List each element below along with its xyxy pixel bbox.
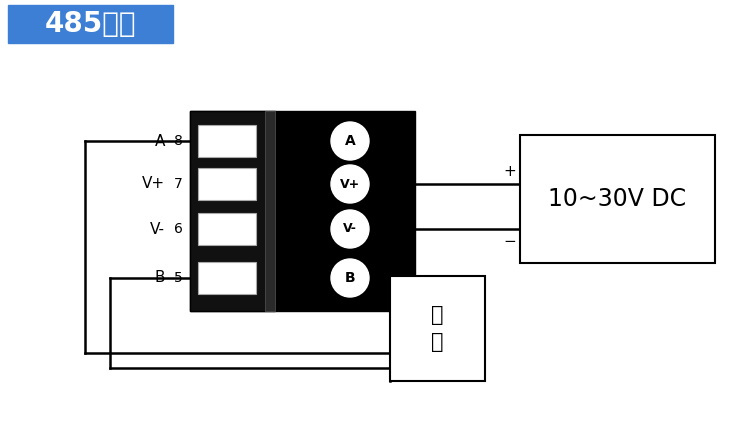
Text: 5: 5: [174, 271, 183, 285]
Text: V-: V-: [150, 221, 165, 236]
Text: −: −: [503, 234, 516, 249]
Bar: [520, 135, 715, 263]
Circle shape: [331, 210, 369, 248]
Circle shape: [331, 165, 369, 203]
Bar: [198, 168, 256, 200]
Text: 485接线: 485接线: [45, 10, 136, 38]
Bar: [198, 262, 256, 294]
Bar: [390, 276, 485, 381]
Circle shape: [331, 122, 369, 160]
Text: A: A: [344, 134, 355, 148]
Bar: [198, 213, 256, 245]
Text: 8: 8: [174, 134, 183, 148]
Text: +: +: [503, 164, 516, 179]
Text: B: B: [345, 271, 355, 285]
Text: 10~30V DC: 10~30V DC: [548, 187, 686, 211]
Text: 6: 6: [174, 222, 183, 236]
Text: 7: 7: [174, 177, 183, 191]
Bar: [198, 125, 256, 157]
Circle shape: [331, 259, 369, 297]
Bar: [8, 5, 173, 43]
Text: V-: V-: [343, 223, 357, 235]
Text: A: A: [154, 134, 165, 149]
Text: 主
机: 主 机: [431, 305, 444, 352]
Text: V+: V+: [142, 176, 165, 191]
Text: V+: V+: [340, 177, 360, 191]
Bar: [265, 111, 275, 311]
Text: B: B: [154, 270, 165, 285]
Bar: [190, 111, 415, 311]
Bar: [190, 111, 275, 311]
